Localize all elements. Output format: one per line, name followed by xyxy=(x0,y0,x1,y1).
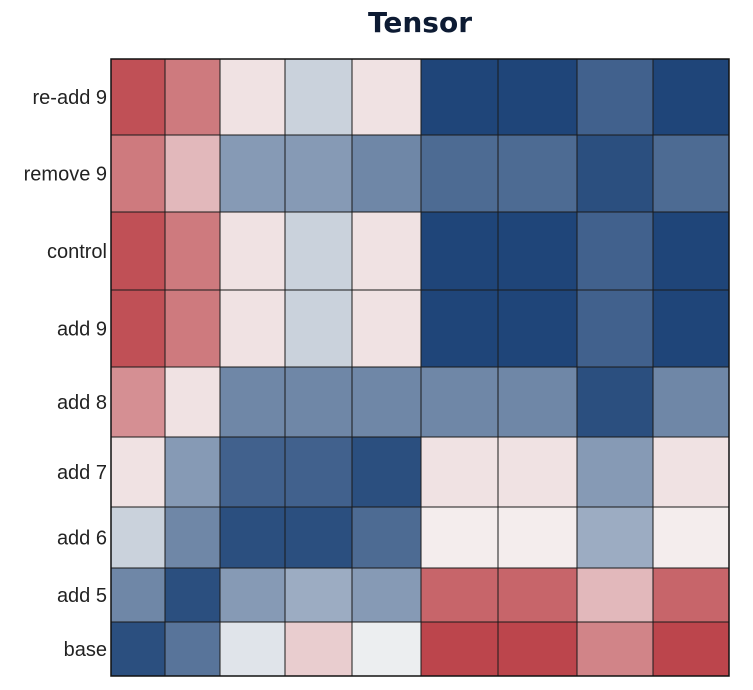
heatmap-cell xyxy=(164,58,221,136)
heatmap-cell xyxy=(652,58,730,136)
heatmap-cell xyxy=(652,366,730,438)
heatmap-cell xyxy=(164,621,221,677)
heatmap-cell xyxy=(652,621,730,677)
heatmap-cell xyxy=(497,436,578,508)
heatmap-cell xyxy=(219,436,286,508)
heatmap-cell xyxy=(420,58,499,136)
heatmap-cell xyxy=(110,621,166,677)
row-label: add 8 xyxy=(57,392,107,414)
row-label: re-add 9 xyxy=(33,87,108,109)
heatmap-cell xyxy=(351,134,422,213)
heatmap-cell xyxy=(652,134,730,213)
row-label: add 9 xyxy=(57,319,107,341)
heatmap-cell xyxy=(219,621,286,677)
heatmap-cell xyxy=(164,506,221,569)
heatmap-cell xyxy=(351,621,422,677)
chart-title: Tensor xyxy=(367,6,472,39)
heatmap-cell xyxy=(284,58,353,136)
heatmap-cell xyxy=(284,134,353,213)
heatmap-cell xyxy=(164,134,221,213)
heatmap-cell xyxy=(420,289,499,368)
heatmap-cell xyxy=(110,506,166,569)
heatmap-cell xyxy=(110,211,166,291)
heatmap-cell xyxy=(497,506,578,569)
heatmap-cell xyxy=(110,436,166,508)
heatmap-cell xyxy=(420,366,499,438)
heatmap-cell xyxy=(420,567,499,623)
heatmap-cell xyxy=(219,211,286,291)
heatmap-cell xyxy=(110,134,166,213)
row-label: add 5 xyxy=(57,585,107,607)
heatmap-cell xyxy=(420,134,499,213)
heatmap-cell xyxy=(351,567,422,623)
heatmap-cell xyxy=(284,506,353,569)
heatmap-cell xyxy=(110,289,166,368)
row-label: add 7 xyxy=(57,462,107,484)
heatmap-cell xyxy=(284,436,353,508)
heatmap-cell xyxy=(219,134,286,213)
heatmap-cell xyxy=(576,366,654,438)
row-label: base xyxy=(64,639,107,661)
heatmap-cell xyxy=(164,211,221,291)
heatmap-cell xyxy=(497,621,578,677)
heatmap-cell xyxy=(576,58,654,136)
row-label: control xyxy=(47,241,107,263)
heatmap-cell xyxy=(497,58,578,136)
heatmap-cell xyxy=(219,506,286,569)
heatmap-cell xyxy=(652,506,730,569)
heatmap-cell xyxy=(110,366,166,438)
heatmap-cell xyxy=(420,621,499,677)
heatmap-cell xyxy=(576,567,654,623)
heatmap-cell xyxy=(652,567,730,623)
heatmap-cell xyxy=(219,366,286,438)
heatmap-cell xyxy=(351,211,422,291)
heatmap-cell xyxy=(652,289,730,368)
heatmap-cell xyxy=(497,211,578,291)
heatmap-cell xyxy=(110,58,166,136)
heatmap-cell xyxy=(576,621,654,677)
heatmap-cell xyxy=(164,567,221,623)
heatmap-cell xyxy=(351,366,422,438)
heatmap-cell xyxy=(164,366,221,438)
heatmap-cell xyxy=(420,506,499,569)
heatmap-cell xyxy=(219,567,286,623)
heatmap-cell xyxy=(576,134,654,213)
heatmap-cell xyxy=(497,366,578,438)
heatmap-cell xyxy=(576,289,654,368)
heatmap-cell xyxy=(110,567,166,623)
heatmap-cell xyxy=(497,289,578,368)
row-label: add 6 xyxy=(57,528,107,550)
heatmap-cell xyxy=(284,366,353,438)
row-label: remove 9 xyxy=(24,164,107,186)
heatmap-cell xyxy=(652,211,730,291)
heatmap-cell xyxy=(219,58,286,136)
heatmap-cell xyxy=(420,211,499,291)
heatmap-cell xyxy=(219,289,286,368)
heatmap-cell xyxy=(576,436,654,508)
heatmap-cell xyxy=(351,436,422,508)
heatmap-cell xyxy=(351,506,422,569)
heatmap-cell xyxy=(351,289,422,368)
heatmap-cell xyxy=(284,211,353,291)
heatmap-cell xyxy=(576,211,654,291)
heatmap-cell xyxy=(576,506,654,569)
heatmap-cell xyxy=(284,621,353,677)
heatmap-cell xyxy=(351,58,422,136)
heatmap-cell xyxy=(284,289,353,368)
heatmap-cell xyxy=(284,567,353,623)
heatmap-cell xyxy=(420,436,499,508)
heatmap-cell xyxy=(164,436,221,508)
heatmap-cells xyxy=(110,58,730,677)
heatmap-cell xyxy=(497,567,578,623)
heatmap-cell xyxy=(652,436,730,508)
heatmap-cell xyxy=(164,289,221,368)
heatmap-cell xyxy=(497,134,578,213)
heatmap-frame xyxy=(110,58,730,677)
